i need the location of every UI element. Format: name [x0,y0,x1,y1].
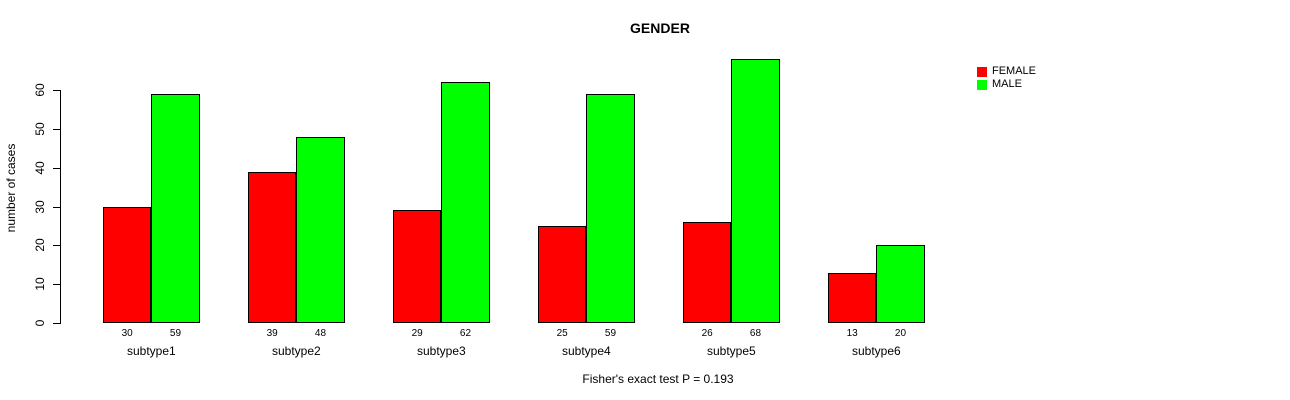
category-label-subtype1: subtype1 [126,344,176,358]
y-axis-tick-label: 40 [33,160,47,175]
value-label-male-subtype2: 48 [314,328,327,339]
value-label-male-subtype4: 59 [604,328,617,339]
bar-female-subtype5 [683,222,732,323]
value-label-male-subtype3: 62 [459,328,472,339]
legend: FEMALE MALE [977,65,1036,91]
value-label-female-subtype3: 29 [411,328,423,339]
y-axis-tick-label: 20 [33,238,47,253]
bar-female-subtype1 [103,206,152,323]
value-label-female-subtype6: 13 [846,328,858,339]
bar-female-subtype3 [393,210,442,323]
legend-swatch-male [977,79,987,90]
bar-male-subtype2 [296,136,345,323]
y-axis-tick-label: 60 [33,83,47,97]
value-label-male-subtype5: 68 [749,328,762,339]
y-axis-tick [53,323,60,324]
y-axis-tick-label: 30 [33,199,47,214]
chart-title: GENDER [630,20,690,36]
category-label-subtype2: subtype2 [271,344,321,358]
category-label-subtype5: subtype5 [706,344,756,358]
value-label-male-subtype1: 59 [169,328,182,339]
legend-label-female: FEMALE [992,65,1037,77]
y-axis-tick-label: 10 [33,277,47,291]
legend-label-male: MALE [992,78,1022,90]
y-axis-tick [53,90,60,91]
y-axis-label: number of cases [4,143,18,233]
category-label-subtype4: subtype4 [561,344,611,358]
y-axis-line [60,90,61,324]
legend-entry-male: MALE [977,78,1036,91]
bar-female-subtype2 [248,171,297,323]
bar-male-subtype5 [731,58,780,323]
y-axis-tick [53,206,60,208]
y-axis-tick [53,128,60,130]
category-label-subtype3: subtype3 [416,344,466,358]
value-label-female-subtype2: 39 [266,328,278,339]
value-label-female-subtype1: 30 [121,328,133,339]
y-axis-tick-label: 0 [33,319,47,327]
y-axis-tick [53,284,60,286]
bar-female-subtype4 [538,225,587,323]
y-axis-tick [53,245,60,247]
bar-male-subtype6 [876,245,925,323]
legend-entry-female: FEMALE [977,65,1036,78]
category-label-subtype6: subtype6 [851,344,901,358]
y-axis-tick [53,167,60,169]
value-label-female-subtype4: 25 [556,328,568,339]
legend-swatch-female [977,66,987,77]
value-label-male-subtype6: 20 [894,328,907,339]
caption-fishers-test: Fisher's exact test P = 0.193 [582,372,734,386]
bar-male-subtype1 [151,93,200,323]
y-axis-tick-label: 50 [33,122,47,136]
bar-male-subtype3 [441,82,490,323]
bar-female-subtype6 [828,272,877,323]
value-label-female-subtype5: 26 [701,328,713,339]
bar-male-subtype4 [586,93,635,323]
